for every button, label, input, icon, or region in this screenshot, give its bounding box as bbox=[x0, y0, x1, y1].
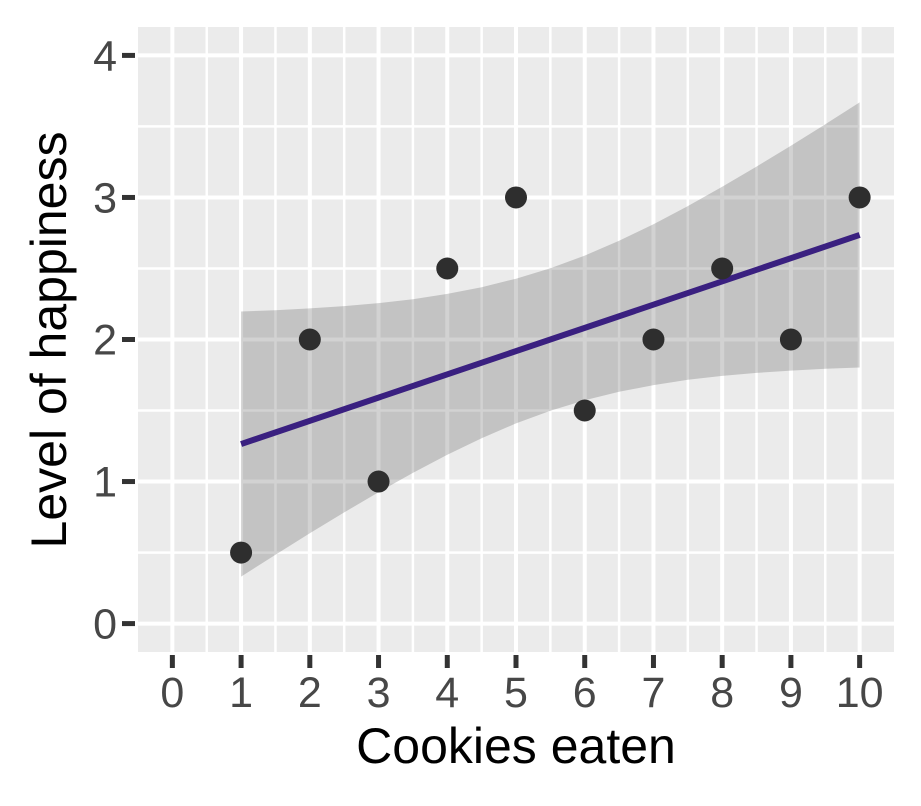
x-tick-label: 1 bbox=[229, 669, 253, 717]
y-axis-tick-labels: 0 1 2 3 4 bbox=[93, 32, 117, 648]
y-axis-tick-marks bbox=[122, 52, 135, 627]
x-tick-label: 8 bbox=[710, 669, 734, 717]
data-point bbox=[505, 186, 527, 209]
data-point bbox=[230, 541, 253, 564]
x-tick-label: 6 bbox=[573, 669, 597, 717]
x-tick-label: 0 bbox=[160, 669, 184, 717]
x-tick-label: 4 bbox=[435, 669, 459, 717]
data-point bbox=[642, 328, 665, 351]
data-points bbox=[230, 186, 871, 564]
data-point bbox=[848, 186, 871, 209]
data-point bbox=[367, 470, 390, 493]
data-point bbox=[573, 399, 596, 422]
x-axis-tick-labels: 0 1 2 3 4 5 6 7 8 9 10 bbox=[160, 669, 883, 717]
x-tick-label: 2 bbox=[298, 669, 322, 717]
regression-line bbox=[240, 232, 861, 447]
y-tick-label: 1 bbox=[93, 459, 117, 507]
y-axis-title: Level of happiness bbox=[21, 132, 77, 549]
x-tick-label: 10 bbox=[836, 669, 884, 717]
x-tick-label: 7 bbox=[641, 669, 665, 717]
y-tick-label: 0 bbox=[93, 601, 117, 649]
data-point bbox=[779, 328, 802, 351]
y-tick-label: 4 bbox=[93, 32, 117, 80]
y-tick-label: 2 bbox=[93, 317, 117, 365]
y-tick-label: 3 bbox=[93, 174, 117, 222]
data-point bbox=[298, 328, 321, 351]
x-tick-label: 3 bbox=[367, 669, 391, 717]
data-point bbox=[711, 257, 734, 280]
data-point bbox=[436, 257, 459, 280]
x-tick-label: 5 bbox=[504, 669, 528, 717]
x-tick-label: 9 bbox=[779, 669, 803, 717]
x-axis-title: Cookies eaten bbox=[356, 718, 676, 774]
x-axis-tick-marks bbox=[169, 655, 863, 668]
